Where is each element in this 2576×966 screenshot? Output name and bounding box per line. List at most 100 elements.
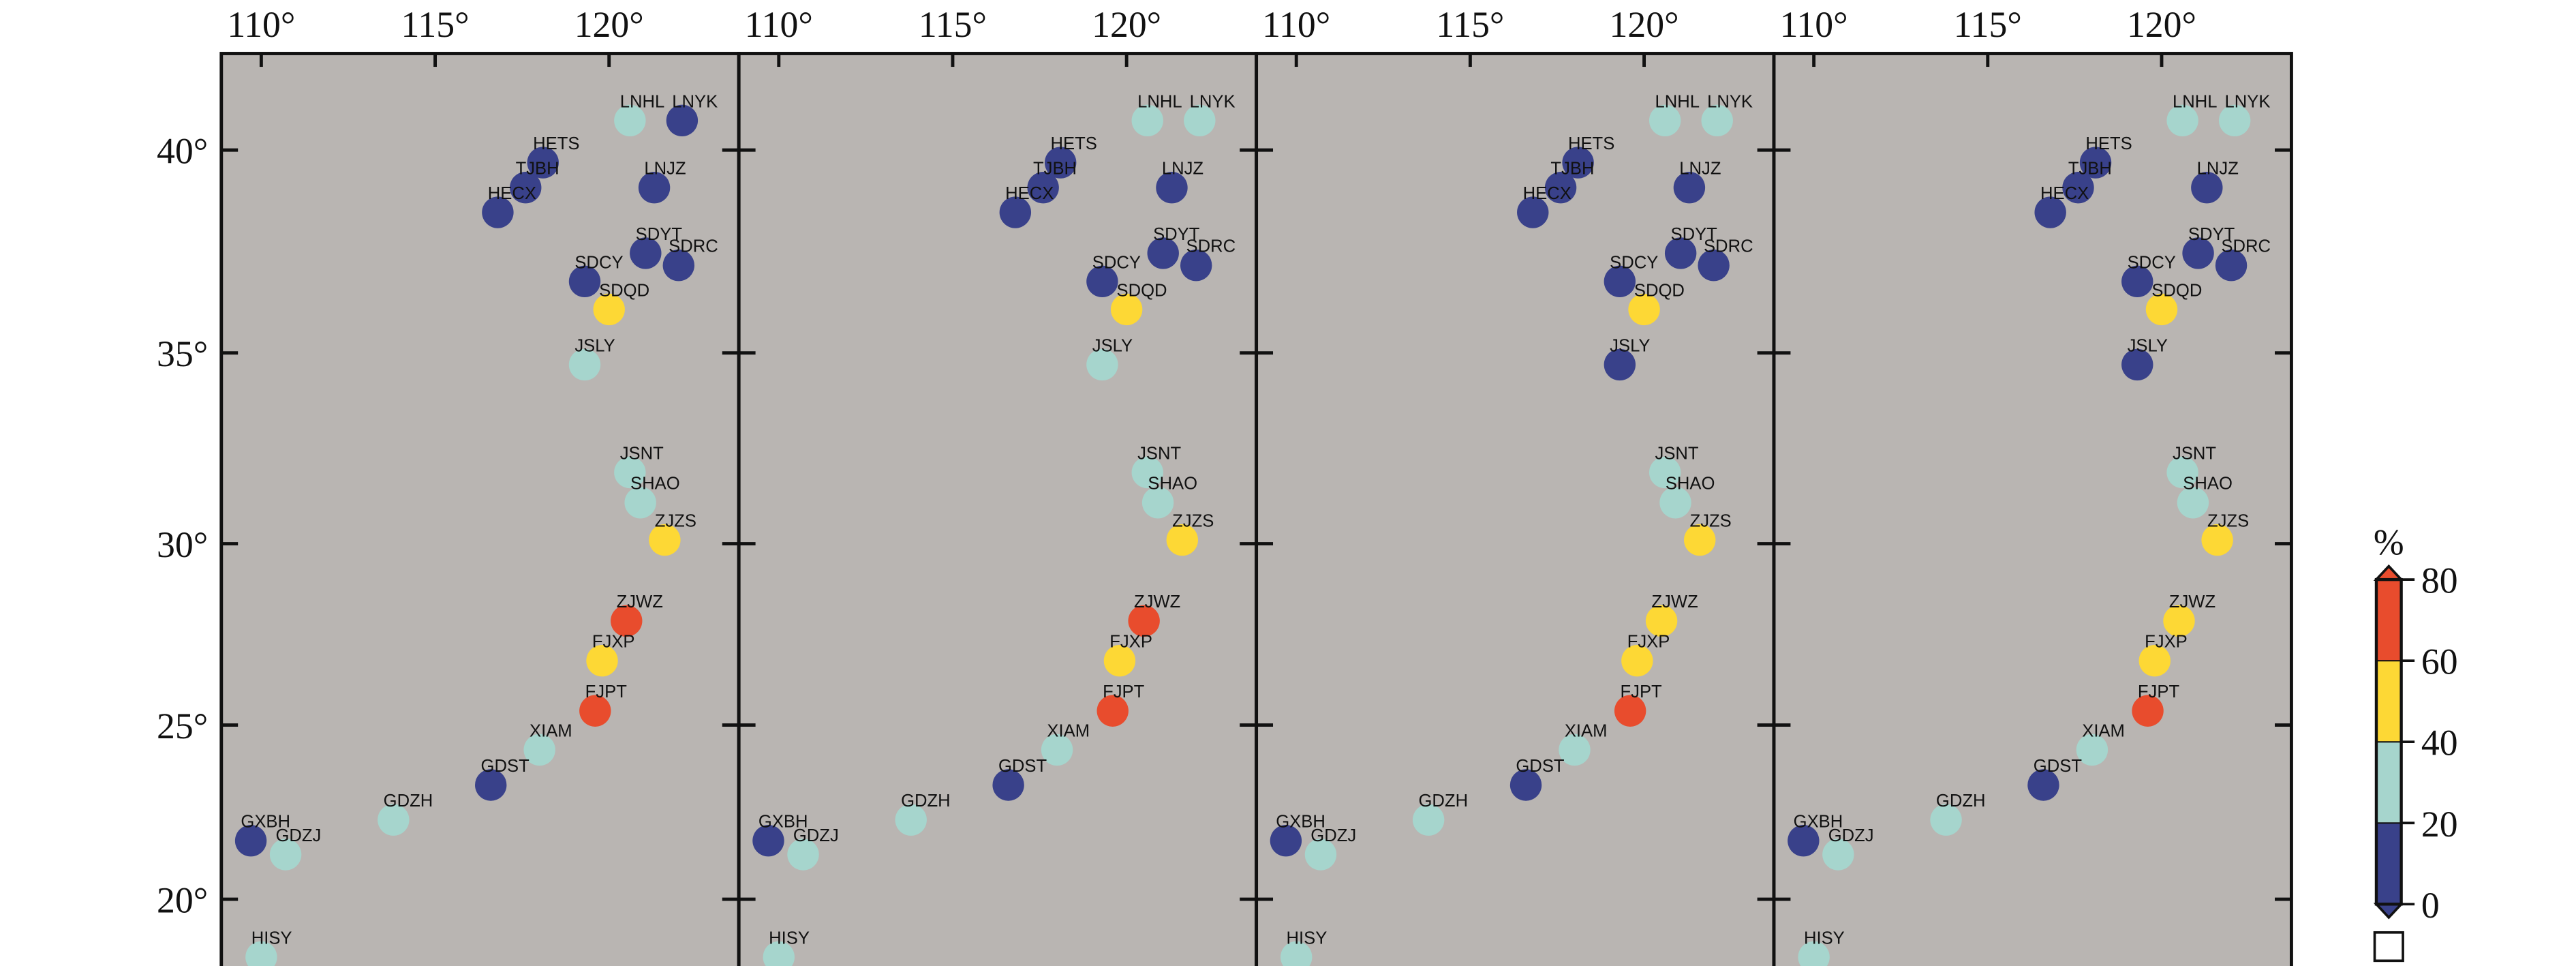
station-lnhl: LNHL: [1131, 92, 1182, 136]
station-marker: [245, 941, 277, 966]
station-label: JSNT: [2173, 444, 2216, 463]
station-jsnt: JSNT: [614, 444, 664, 489]
station-gdzj: GDZJ: [787, 826, 839, 871]
station-gdzh: GDZH: [1412, 791, 1468, 836]
station-zjwz: ZJWZ: [1645, 592, 1698, 637]
station-label: SDRC: [2221, 237, 2271, 256]
station-hisy: HISY: [245, 929, 292, 966]
station-marker: [1649, 456, 1681, 489]
station-label: JSNT: [620, 444, 664, 463]
station-marker: [2121, 348, 2153, 381]
colorbar-unit-label: %: [2374, 522, 2404, 563]
station-label: JSLY: [574, 336, 615, 355]
station-hecx: HECX: [2034, 184, 2089, 228]
station-sdyt: SDYT: [1664, 225, 1717, 269]
station-lnyk: LNYK: [666, 92, 718, 136]
station-marker: [1604, 348, 1636, 381]
station-label: SDQD: [599, 281, 649, 300]
station-sdcy: SDCY: [568, 253, 624, 298]
station-xiam: XIAM: [1041, 721, 1090, 766]
station-marker: [2177, 487, 2209, 519]
station-marker: [752, 825, 784, 857]
station-jsnt: JSNT: [1649, 444, 1699, 489]
station-marker: [666, 104, 699, 136]
station-marker: [2163, 605, 2195, 637]
station-marker: [1103, 644, 1136, 677]
station-label: FJXP: [2145, 633, 2188, 652]
station-marker: [999, 196, 1032, 228]
colorbar-tick-label: 60: [2421, 642, 2458, 682]
station-marker: [1131, 456, 1163, 489]
station-lnjz: LNJZ: [2191, 160, 2239, 204]
colorbar-tick-label: 80: [2421, 560, 2458, 601]
map-panel-4: 110° 115° 120° LNHL LNYK HETS TJBH HECX LNJZ SDYT…: [1772, 4, 2293, 966]
station-marker: [1180, 249, 1212, 282]
station-gxbh: GXBH: [234, 813, 290, 857]
station-hisy: HISY: [1798, 929, 1845, 966]
station-marker: [1798, 941, 1830, 966]
station-label: SDYT: [1153, 225, 1200, 244]
station-label: FJPT: [585, 682, 628, 701]
station-label: HECX: [1005, 184, 1054, 203]
station-lnhl: LNHL: [1649, 92, 1700, 136]
station-hets: HETS: [2079, 134, 2132, 179]
station-marker: [1509, 769, 1542, 801]
station-marker: [568, 265, 601, 298]
station-lnjz: LNJZ: [1156, 160, 1203, 204]
station-label: ZJZS: [1172, 512, 1214, 531]
station-marker: [1628, 293, 1660, 326]
station-gdst: GDST: [475, 757, 530, 801]
station-lnhl: LNHL: [614, 92, 664, 136]
station-label: XIAM: [530, 721, 572, 740]
station-marker: [638, 171, 671, 204]
station-marker: [1645, 605, 1678, 637]
lon-tick-label: 110°: [1780, 4, 1848, 45]
station-marker: [2218, 104, 2251, 136]
station-label: GDZJ: [1828, 826, 1874, 845]
station-marker: [614, 456, 646, 489]
station-marker: [2079, 147, 2112, 179]
station-marker: [1517, 196, 1549, 228]
station-marker: [1664, 237, 1697, 269]
station-marker: [1649, 104, 1681, 136]
station-marker: [1604, 265, 1636, 298]
station-jsly: JSLY: [1086, 336, 1133, 381]
station-fjxp: FJXP: [1103, 633, 1152, 677]
lon-tick-label: 115°: [401, 4, 470, 45]
station-marker: [2215, 249, 2248, 282]
station-marker: [2201, 524, 2233, 556]
station-zjwz: ZJWZ: [2163, 592, 2215, 637]
station-marker: [630, 237, 662, 269]
station-label: XIAM: [1565, 721, 1608, 740]
station-marker: [1131, 104, 1163, 136]
station-marker: [475, 769, 507, 801]
station-marker: [2166, 456, 2198, 489]
station-marker: [1184, 104, 1216, 136]
station-lnjz: LNJZ: [638, 160, 686, 204]
station-label: LNJZ: [2197, 160, 2239, 179]
station-marker: [579, 695, 611, 727]
station-label: ZJZS: [655, 512, 696, 531]
station-sdrc: SDRC: [1698, 237, 1753, 282]
station-label: SHAO: [1148, 474, 1197, 494]
station-sdrc: SDRC: [662, 237, 718, 282]
station-label: HISY: [769, 929, 810, 948]
station-marker: [2145, 293, 2178, 326]
lon-tick-label: 110°: [1262, 4, 1330, 45]
station-marker: [269, 839, 302, 871]
station-marker: [763, 941, 795, 966]
station-marker: [527, 147, 559, 179]
station-xiam: XIAM: [1559, 721, 1607, 766]
station-marker: [992, 769, 1024, 801]
station-marker: [2062, 171, 2094, 204]
station-label: ZJWZ: [2169, 592, 2215, 612]
station-label: LNYK: [1707, 92, 1753, 111]
colorbar-bin-0-20: [2376, 822, 2402, 905]
station-label: JSNT: [1655, 444, 1699, 463]
station-label: GDST: [998, 757, 1047, 776]
station-zjwz: ZJWZ: [611, 592, 663, 637]
station-label: SDQD: [2151, 281, 2202, 300]
station-label: JSLY: [1092, 336, 1133, 355]
station-jsly: JSLY: [2121, 336, 2168, 381]
station-label: HECX: [488, 184, 536, 203]
